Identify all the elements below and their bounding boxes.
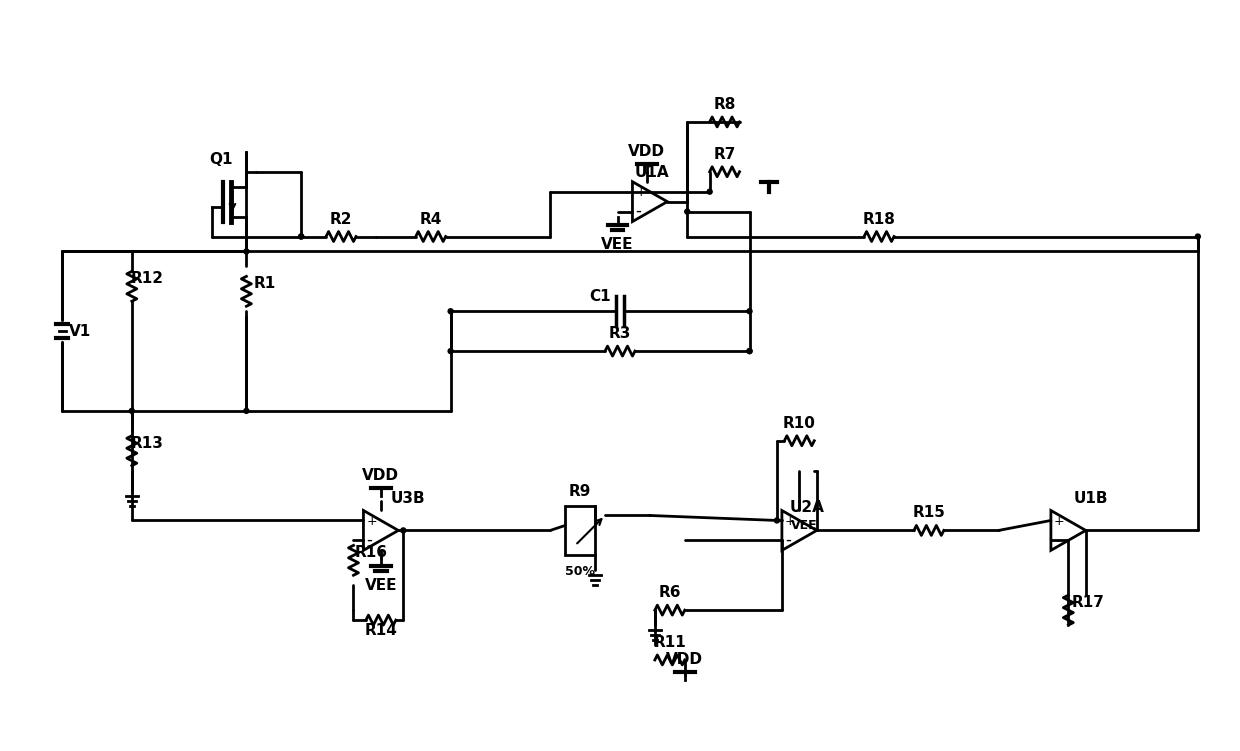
Text: R3: R3 <box>609 326 631 341</box>
Text: R10: R10 <box>782 416 816 431</box>
Circle shape <box>299 234 304 239</box>
Text: VEE: VEE <box>601 237 634 252</box>
Text: +: + <box>785 515 796 528</box>
Circle shape <box>707 189 712 195</box>
Text: R8: R8 <box>713 97 735 112</box>
Text: R16: R16 <box>355 545 388 560</box>
Text: V1: V1 <box>69 324 91 339</box>
Text: R15: R15 <box>913 505 945 520</box>
Text: +: + <box>1054 515 1064 528</box>
Text: C1: C1 <box>589 289 611 304</box>
Text: R12: R12 <box>130 271 164 286</box>
Text: R2: R2 <box>330 212 352 227</box>
Circle shape <box>746 348 751 354</box>
Circle shape <box>401 528 405 533</box>
Text: R4: R4 <box>419 212 441 227</box>
Circle shape <box>448 348 453 354</box>
Circle shape <box>448 309 453 314</box>
Text: U1B: U1B <box>1074 490 1107 505</box>
Text: U2A: U2A <box>790 500 825 515</box>
Text: VEE: VEE <box>791 519 817 532</box>
Circle shape <box>684 209 689 214</box>
Circle shape <box>244 249 249 254</box>
Text: R11: R11 <box>653 635 686 650</box>
Text: -: - <box>1054 530 1060 548</box>
Text: U3B: U3B <box>391 490 425 505</box>
Text: R9: R9 <box>569 484 591 499</box>
Text: -: - <box>367 530 372 548</box>
Text: R17: R17 <box>1071 595 1105 610</box>
Text: R1: R1 <box>253 276 275 291</box>
Text: R18: R18 <box>863 212 895 227</box>
Circle shape <box>746 309 751 314</box>
Text: R6: R6 <box>658 585 681 600</box>
Circle shape <box>1195 234 1200 239</box>
Text: VDD: VDD <box>629 143 666 158</box>
Text: VDD: VDD <box>666 652 703 667</box>
Text: 50%: 50% <box>565 566 595 578</box>
Text: -: - <box>635 201 641 219</box>
Text: Q1: Q1 <box>210 152 233 167</box>
Circle shape <box>775 518 780 523</box>
Circle shape <box>129 409 134 413</box>
Text: R13: R13 <box>130 436 164 451</box>
Circle shape <box>746 348 751 354</box>
Circle shape <box>299 234 304 239</box>
Text: VDD: VDD <box>362 468 399 483</box>
Text: +: + <box>367 515 377 528</box>
Circle shape <box>244 409 249 413</box>
Text: R7: R7 <box>713 146 735 161</box>
Text: R14: R14 <box>365 623 397 638</box>
Text: -: - <box>785 530 791 548</box>
Text: VEE: VEE <box>365 578 397 593</box>
Text: +: + <box>635 186 646 199</box>
Text: U1A: U1A <box>635 164 670 179</box>
